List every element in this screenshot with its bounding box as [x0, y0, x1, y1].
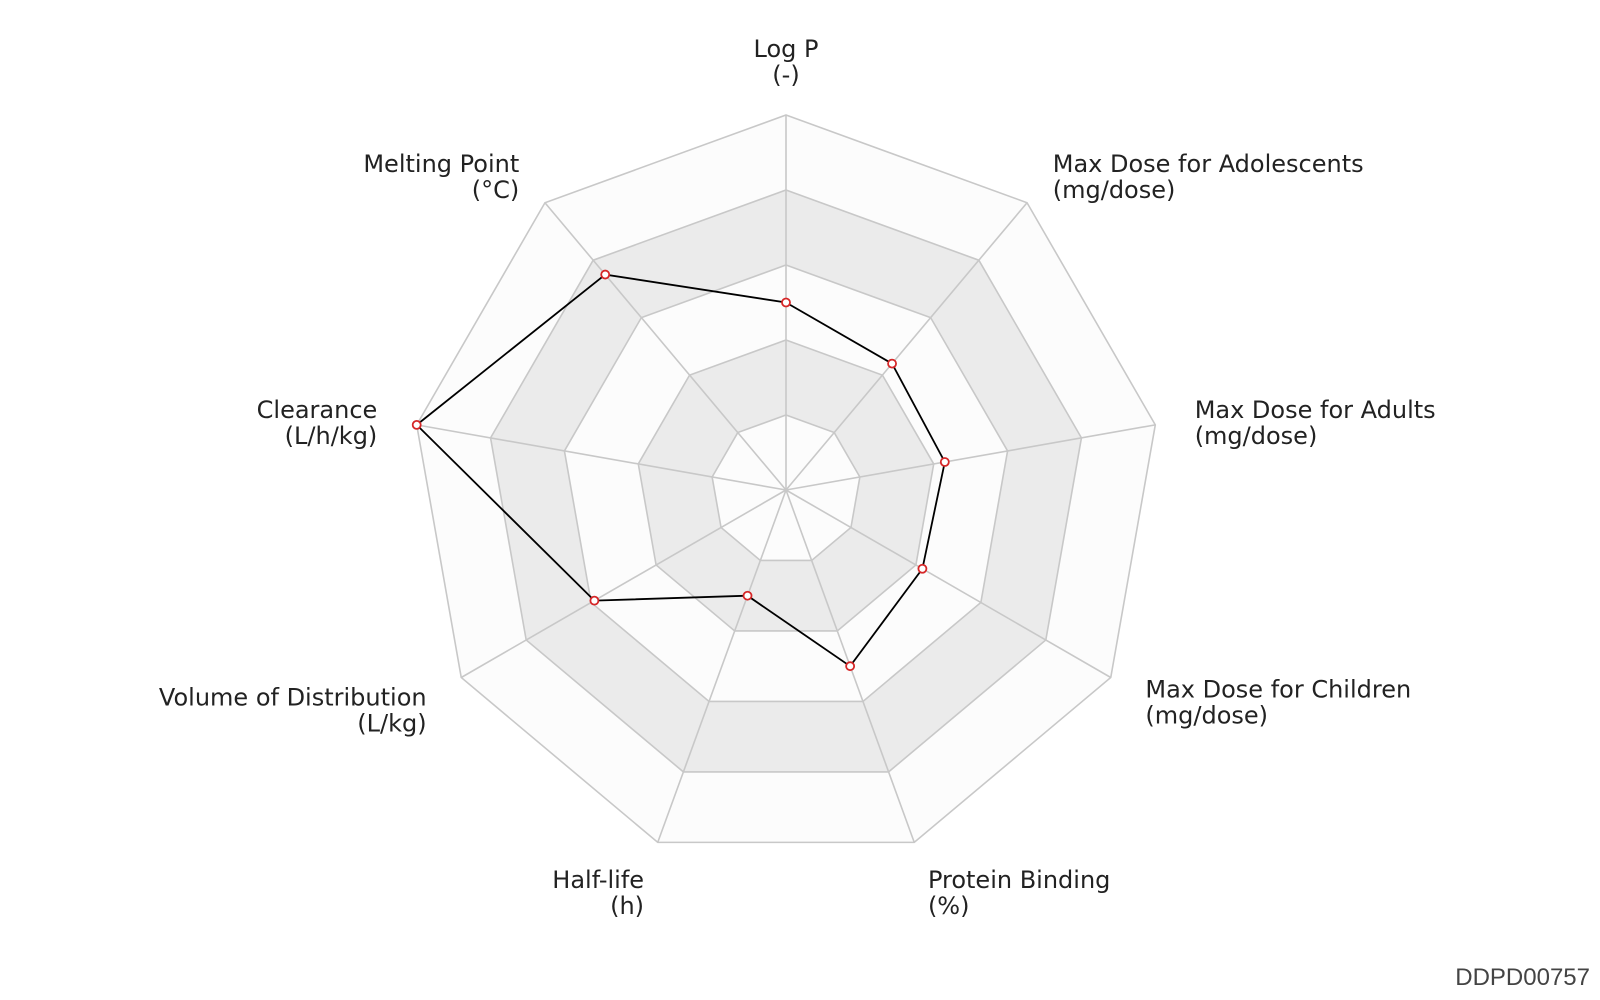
axis-spoke-1 — [785, 202, 1028, 491]
data-point-3 — [917, 563, 928, 574]
axis-spoke-6 — [460, 489, 787, 679]
axis-label-unit: (h) — [610, 892, 644, 920]
series-line — [415, 273, 946, 668]
axis-label-5: Half-life (h) — [552, 866, 644, 920]
axis-label-name: Max Dose for Children — [1145, 676, 1411, 704]
axis-label-unit: (L/kg) — [357, 710, 426, 738]
axis-spoke-3 — [785, 489, 1112, 679]
axis-label-unit: (mg/dose) — [1195, 422, 1318, 450]
axis-label-name: Log P — [754, 35, 819, 63]
data-point-7 — [411, 419, 422, 430]
data-point-8 — [600, 269, 611, 280]
axis-label-6: Volume of Distribution (L/kg) — [159, 684, 427, 738]
axis-label-unit: (L/h/kg) — [285, 422, 378, 450]
data-point-4 — [845, 661, 856, 672]
data-point-1 — [887, 358, 897, 369]
axis-label-unit: (%) — [928, 892, 970, 920]
axis-label-4: Protein Binding (%) — [928, 866, 1110, 920]
axis-label-7: Clearance (L/h/kg) — [257, 396, 378, 450]
axis-label-name: Protein Binding — [928, 866, 1110, 894]
axis-spoke-8 — [544, 202, 787, 491]
axis-labels: Log P (-)Max Dose for Adolescents (mg/dose… — [159, 35, 1436, 920]
axis-label-name: Half-life — [552, 866, 644, 894]
data-point-6 — [589, 595, 600, 606]
data-point-0 — [781, 297, 791, 308]
chart-id-label: DDPD00757 — [1455, 964, 1590, 991]
axis-label-3: Max Dose for Children (mg/dose) — [1145, 676, 1411, 730]
axis-label-1: Max Dose for Adolescents (mg/dose) — [1053, 150, 1364, 204]
axis-label-0: Log P (-) — [754, 35, 819, 89]
axis-label-name: Clearance — [257, 396, 378, 424]
axis-label-name: Melting Point — [363, 150, 519, 178]
axis-label-name: Max Dose for Adults — [1195, 396, 1436, 424]
axis-label-unit: (mg/dose) — [1145, 702, 1268, 730]
data-point-2 — [939, 457, 950, 467]
axis-label-8: Melting Point (°C) — [363, 150, 519, 204]
axis-label-2: Max Dose for Adults (mg/dose) — [1195, 396, 1436, 450]
axis-label-unit: (-) — [772, 61, 799, 89]
axis-label-unit: (mg/dose) — [1053, 176, 1176, 204]
axis-label-unit: (°C) — [472, 176, 519, 204]
axis-label-name: Volume of Distribution — [159, 684, 427, 712]
axis-spoke-2 — [785, 424, 1156, 491]
axis-spoke-7 — [416, 424, 787, 491]
data-point-5 — [742, 590, 753, 601]
axis-label-name: Max Dose for Adolescents — [1053, 150, 1364, 178]
data-series — [411, 269, 950, 672]
axis-spoke-5 — [656, 489, 787, 843]
